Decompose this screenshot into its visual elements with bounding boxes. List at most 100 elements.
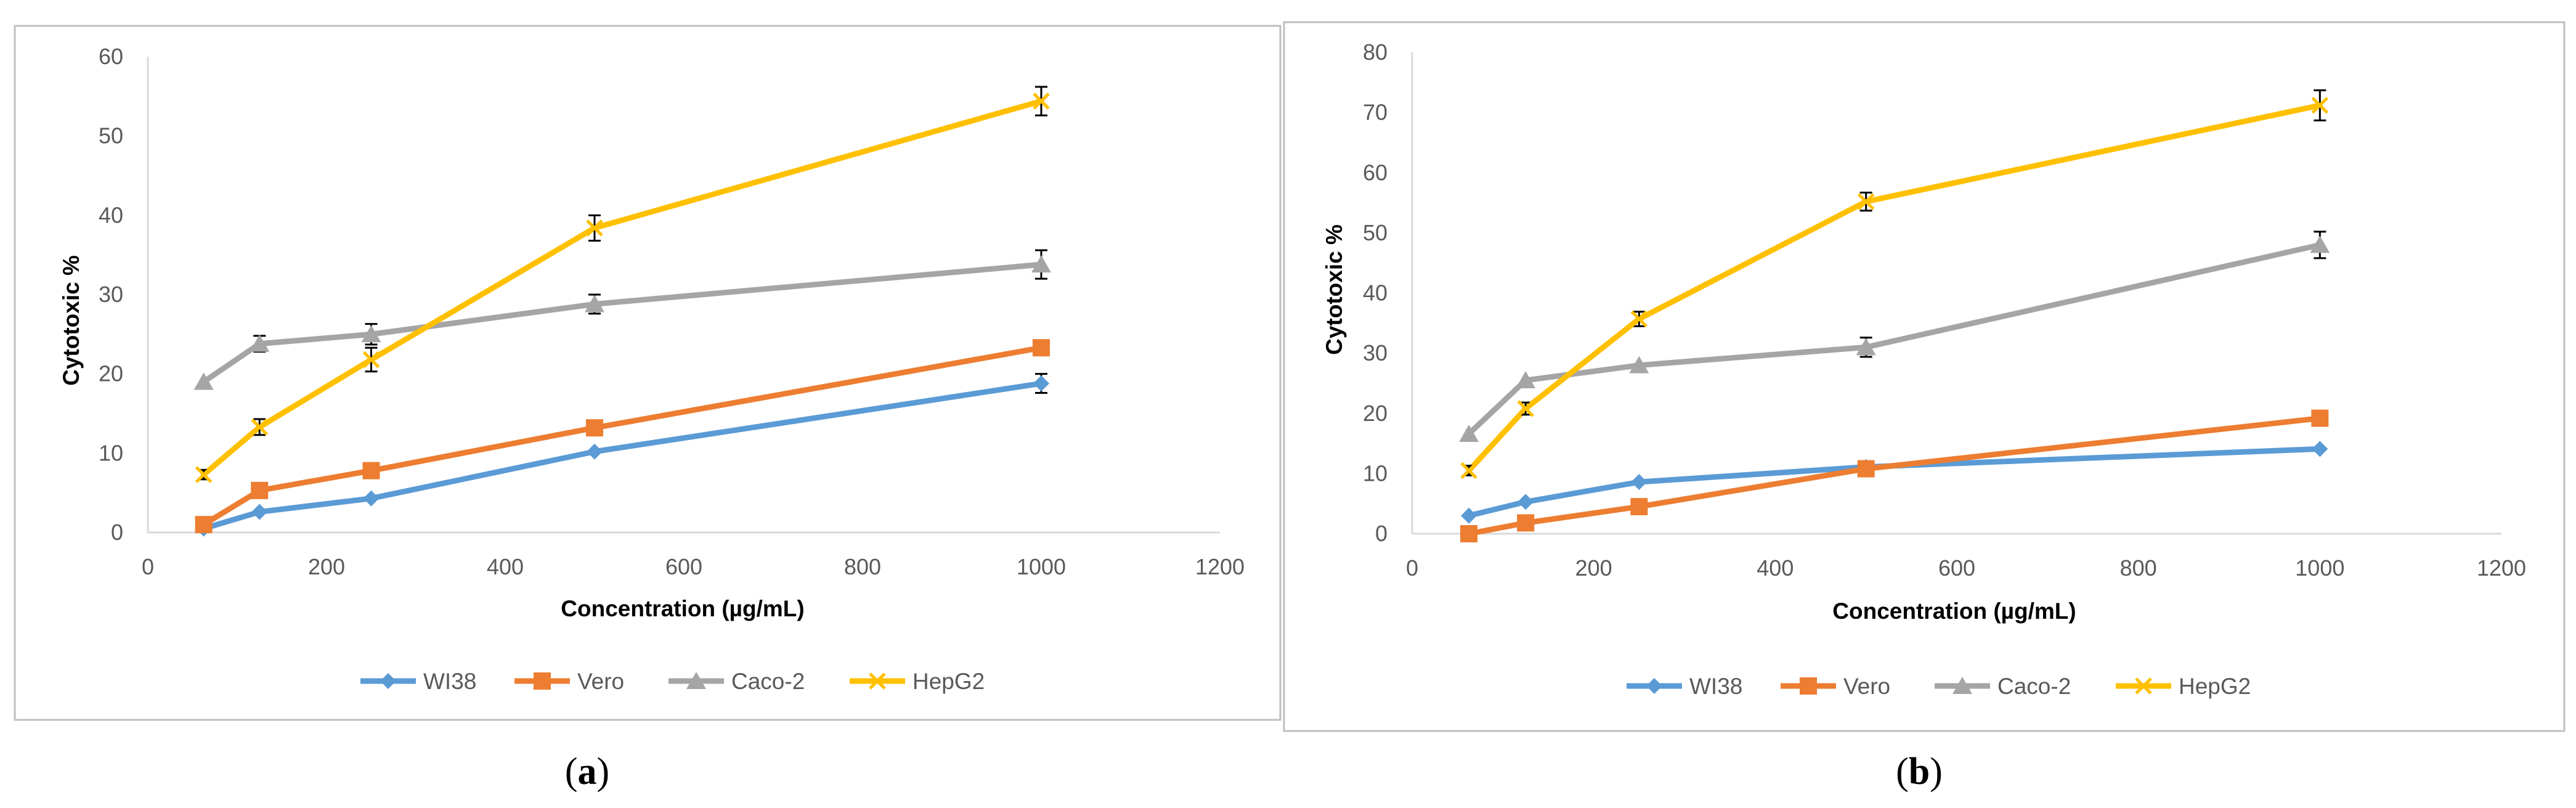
panel-b-point-hepg2 — [1630, 310, 1648, 328]
panel-a-point-caco-2 — [193, 372, 214, 390]
panel-b-frame — [1283, 21, 2566, 732]
panel-a-point-vero — [1033, 339, 1050, 357]
panel-b-legend-marker-vero — [1800, 677, 1817, 695]
panel-b-legend-label-caco-2: Caco-2 — [1997, 674, 2071, 699]
panel-a-point-vero — [586, 419, 603, 437]
panel-a-legend-marker-vero — [534, 672, 551, 690]
panel-a-point-caco-2 — [1031, 255, 1051, 273]
panel-a-point-wi38 — [1033, 375, 1049, 392]
panel-b-legend-item-vero: Vero — [1781, 674, 1890, 699]
panel-a-legend-item-vero: Vero — [514, 669, 624, 694]
panel-a-x-tick-label: 200 — [308, 554, 345, 579]
panel-b-legend-label-vero: Vero — [1843, 674, 1890, 699]
panel-a-x-axis-title: Concentration (µg/mL) — [561, 596, 804, 621]
panel-b-point-hepg2 — [1517, 400, 1534, 417]
panel-b-x-tick-label: 400 — [1757, 555, 1794, 581]
panel-b-point-caco-2 — [1459, 424, 1479, 442]
panel-a-y-tick-label: 10 — [99, 440, 123, 465]
panel-a-caption: (a) — [565, 751, 609, 793]
panel-b-y-tick-label: 50 — [1363, 220, 1388, 245]
panel-b-x-tick-label: 600 — [1938, 555, 1975, 581]
panel-a-point-wi38 — [587, 443, 603, 460]
panel-a-legend-label-wi38: WI38 — [423, 669, 476, 694]
panel-a-legend-item-hepg2: HepG2 — [850, 669, 985, 694]
panel-b-legend-label-wi38: WI38 — [1689, 674, 1742, 699]
panel-b-point-wi38 — [1631, 474, 1648, 491]
panel-b-caption: (b) — [1896, 751, 1943, 793]
panel-b-point-caco-2 — [2310, 235, 2330, 253]
panel-b-legend-item-hepg2: HepG2 — [2116, 674, 2251, 699]
panel-b-point-caco-2 — [1516, 371, 1536, 389]
panel-b-x-tick-label: 1000 — [2295, 555, 2344, 581]
panel-a-point-wi38 — [363, 490, 380, 507]
panel-b-legend-item-wi38: WI38 — [1627, 674, 1742, 699]
panel-a-y-tick-label: 0 — [111, 520, 123, 545]
panel-a-point-hepg2 — [195, 466, 213, 483]
panel-b-point-hepg2 — [2311, 97, 2329, 114]
panel-a-legend-marker-caco-2 — [686, 672, 706, 689]
panel-b-x-tick-label: 0 — [1406, 555, 1418, 581]
panel-a-point-hepg2 — [586, 219, 603, 237]
panel-a-legend-label-hepg2: HepG2 — [912, 669, 985, 694]
panel-a-point-wi38 — [251, 504, 268, 520]
panel-b-y-axis-title: Cytotoxic % — [1322, 224, 1347, 355]
panel-b-point-wi38 — [2312, 441, 2328, 457]
panel-b-point-caco-2 — [1856, 338, 1876, 356]
panel-b-y-tick-label: 20 — [1363, 401, 1388, 426]
panel-a-y-tick-label: 50 — [99, 123, 123, 149]
panel-a-legend-item-wi38: WI38 — [360, 669, 476, 694]
panel-a-y-tick-label: 60 — [99, 44, 123, 69]
panel-b-y-tick-label: 60 — [1363, 160, 1388, 185]
panel-a-x-tick-label: 0 — [142, 554, 154, 579]
panel-b-point-vero — [2311, 409, 2329, 427]
panel-a-x-tick-label: 800 — [844, 554, 881, 579]
panel-b-x-tick-label: 200 — [1575, 555, 1612, 581]
panel-b-x-tick-label: 800 — [2120, 555, 2157, 581]
panel-b-legend-marker-caco-2 — [1952, 677, 1972, 694]
panel-b-y-tick-label: 10 — [1363, 460, 1388, 486]
panel-a-frame — [14, 25, 1282, 721]
panel-b-point-hepg2 — [1857, 193, 1875, 210]
panel-b-y-tick-label: 30 — [1363, 340, 1388, 365]
panel-a-y-tick-label: 20 — [99, 361, 123, 386]
panel-b-y-tick-label: 80 — [1363, 39, 1388, 65]
panel-b-legend: WI38 Vero Caco-2 HepG2 — [1627, 674, 2251, 699]
panel-a-point-vero — [362, 462, 380, 479]
panel-b-point-vero — [1517, 514, 1535, 532]
panel-a-legend-marker-wi38 — [380, 673, 396, 689]
panel-b-x-axis-title: Concentration (µg/mL) — [1832, 598, 2076, 624]
panel-b-y-tick-label: 0 — [1375, 521, 1388, 546]
panel-b-point-caco-2 — [1629, 356, 1649, 373]
panel-b-legend-label-hepg2: HepG2 — [2179, 674, 2251, 699]
panel-a-x-tick-label: 400 — [487, 554, 524, 579]
panel-a-legend-item-caco-2: Caco-2 — [668, 669, 805, 694]
panel-b-point-vero — [1630, 498, 1648, 516]
panel-a-legend: WI38 Vero Caco-2 HepG2 — [360, 669, 985, 694]
panel-a-y-tick-label: 40 — [99, 202, 123, 227]
panel-b-x-tick-label: 1200 — [2477, 555, 2526, 581]
panel-a-x-tick-label: 600 — [665, 554, 702, 579]
panel-a-point-vero — [195, 516, 213, 534]
panel-a-y-axis-title: Cytotoxic % — [59, 255, 84, 386]
panel-a-x-tick-label: 1000 — [1017, 554, 1066, 579]
panel-b-y-tick-label: 40 — [1363, 280, 1388, 306]
panel-a-legend-marker-hepg2 — [869, 672, 886, 690]
panel-b-point-wi38 — [1518, 494, 1534, 510]
panel-a-point-caco-2 — [250, 334, 270, 352]
panel-a-point-hepg2 — [1033, 92, 1050, 110]
panel-b-point-wi38 — [1461, 507, 1477, 524]
panel-b-point-vero — [1857, 460, 1875, 478]
panel-a-point-hepg2 — [251, 418, 269, 436]
panel-a-point-caco-2 — [361, 325, 381, 343]
panel-a-y-tick-label: 30 — [99, 282, 123, 307]
panel-a-point-caco-2 — [585, 295, 604, 312]
panel-a-point-vero — [251, 481, 269, 499]
panel-a-point-hepg2 — [362, 351, 380, 369]
panel-b-legend-marker-wi38 — [1646, 678, 1662, 694]
panel-b-legend-marker-hepg2 — [2135, 677, 2152, 695]
panel-a-legend-label-vero: Vero — [577, 669, 624, 694]
